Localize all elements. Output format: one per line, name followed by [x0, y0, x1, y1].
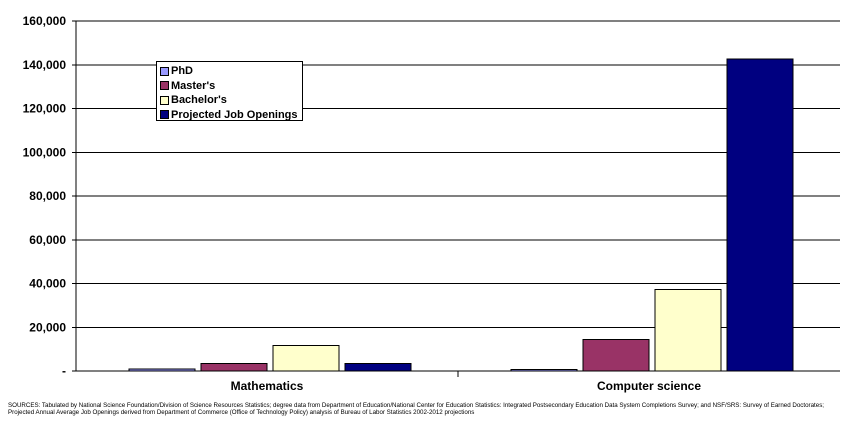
y-tick-label: 120,000 — [23, 102, 67, 116]
legend-item: Projected Job Openings — [160, 108, 302, 123]
bar-projected-job-openings-1 — [726, 58, 794, 372]
bar-master-s-1 — [582, 338, 650, 372]
y-tick-label: 40,000 — [29, 277, 66, 291]
y-tick-label: 60,000 — [29, 233, 66, 247]
y-tick-label: 140,000 — [23, 58, 67, 72]
legend-swatch — [160, 110, 169, 120]
legend-swatch — [160, 95, 169, 105]
bar-projected-job-openings-0 — [344, 362, 412, 372]
bar-bachelor-s-0 — [272, 344, 340, 372]
legend-label: Projected Job Openings — [171, 108, 298, 121]
legend-label: Master's — [171, 79, 216, 92]
legend-swatch — [160, 66, 169, 76]
legend-item: Master's — [160, 79, 302, 94]
bar-phd-0 — [128, 368, 196, 372]
legend-label: PhD — [171, 65, 193, 78]
legend-label: Bachelor's — [171, 94, 227, 107]
x-category-label: Mathematics — [231, 379, 304, 393]
chart-legend: PhD Master's Bachelor's Projected Job Openi… — [156, 61, 303, 121]
y-tick-label: 160,000 — [23, 14, 67, 28]
legend-item: PhD — [160, 64, 302, 79]
bar-chart: - 20,000 40,000 60,000 80,000 100,000 120,000 1… — [23, 14, 840, 393]
y-tick-label: 80,000 — [29, 189, 66, 203]
bar-master-s-0 — [200, 363, 268, 372]
legend-swatch — [160, 81, 169, 91]
x-category-label: Computer science — [597, 379, 701, 393]
y-tick-label: 20,000 — [29, 320, 66, 334]
y-tick-label: - — [62, 364, 66, 378]
sources-note: SOURCES: Tabulated by National Science F… — [8, 402, 825, 416]
y-tick-label: 100,000 — [23, 145, 67, 159]
bar-phd-1 — [510, 368, 578, 372]
legend-item: Bachelor's — [160, 93, 302, 108]
bar-bachelor-s-1 — [654, 288, 722, 372]
